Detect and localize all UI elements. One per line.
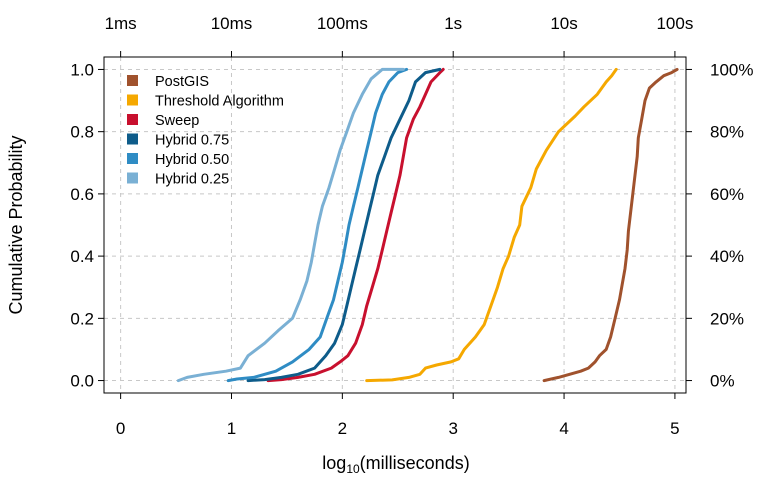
right-tick-label: 20%: [710, 309, 744, 328]
top-tick-label: 1s: [444, 14, 462, 33]
top-tick-label: 100ms: [317, 14, 368, 33]
series-line-hybrid-0-50: [226, 67, 409, 383]
x-tick-label: 1: [227, 419, 236, 438]
top-tick-label: 100s: [656, 14, 693, 33]
right-axis: 0% 20% 40% 60% 80% 100%: [686, 60, 753, 391]
x-axis-title-subscript: 10: [346, 462, 360, 476]
series-line-postgis: [542, 67, 679, 383]
x-tick-label: 0: [116, 419, 125, 438]
right-tick-label: 100%: [710, 60, 753, 79]
legend: PostGIS Threshold Algorithm Sweep Hybrid 0.…: [127, 74, 284, 188]
x-axis-title-rest: (milliseconds): [360, 453, 470, 473]
y-tick-label: 0.6: [70, 185, 94, 204]
x-tick-label: 2: [338, 419, 347, 438]
top-tick-label: 1ms: [105, 14, 137, 33]
series-layer: [176, 67, 679, 383]
right-tick-label: 80%: [710, 123, 744, 142]
series-line-hybrid-0-25: [176, 67, 405, 383]
right-tick-label: 0%: [710, 372, 735, 391]
x-axis-title-base: log: [322, 453, 346, 473]
x-tick-label: 3: [448, 419, 457, 438]
top-tick-label: 10s: [550, 14, 577, 33]
y-tick-label: 0.4: [70, 247, 94, 266]
y-tick-label: 1.0: [70, 60, 94, 79]
legend-label: Threshold Algorithm: [155, 94, 284, 110]
series-line-sweep: [266, 67, 445, 383]
legend-swatch: [127, 114, 138, 125]
legend-label: Hybrid 0.75: [155, 133, 229, 149]
right-tick-label: 40%: [710, 247, 744, 266]
right-tick-label: 60%: [710, 185, 744, 204]
legend-swatch: [127, 133, 138, 145]
x-axis-title: log10(milliseconds): [322, 453, 469, 476]
legend-swatch: [127, 94, 138, 106]
y-tick-label: 0.8: [70, 123, 94, 142]
legend-label: Sweep: [155, 113, 199, 129]
y-tick-label: 0.0: [70, 372, 94, 391]
legend-swatch: [127, 153, 138, 164]
series-line-threshold-algorithm: [365, 67, 618, 383]
x-tick-label: 4: [559, 419, 568, 438]
legend-label: Hybrid 0.50: [155, 152, 229, 168]
bottom-axis: 0 1 2 3 4 5: [116, 393, 680, 438]
legend-swatch: [127, 75, 138, 86]
y-axis-title: Cumulative Probability: [6, 135, 26, 314]
legend-label: Hybrid 0.25: [155, 172, 229, 188]
legend-label: PostGIS: [155, 74, 209, 90]
y-tick-label: 0.2: [70, 309, 94, 328]
legend-swatch: [127, 172, 138, 184]
top-axis: 1ms 10ms 100ms 1s 10s 100s: [105, 14, 693, 57]
x-tick-label: 5: [670, 419, 679, 438]
series-line-hybrid-0-75: [246, 67, 442, 383]
top-tick-label: 10ms: [211, 14, 253, 33]
left-axis: 0.0 0.2 0.4 0.6 0.8 1.0: [70, 60, 104, 391]
plot-frame: [103, 56, 687, 394]
